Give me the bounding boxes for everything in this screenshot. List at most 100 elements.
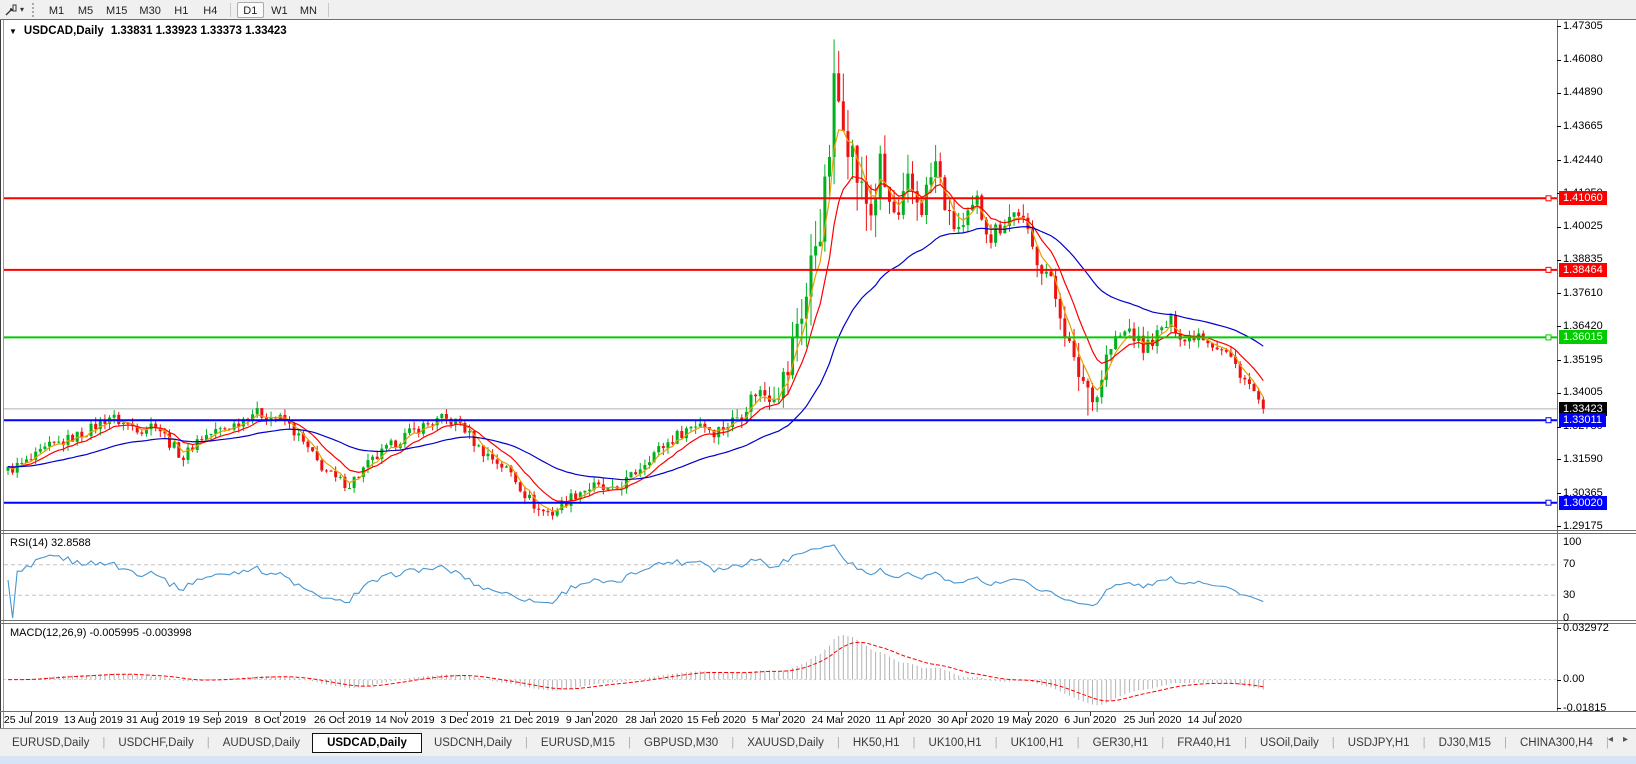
- panel-divider[interactable]: [0, 620, 1636, 621]
- date-axis-label: 25 Jul 2019: [3, 714, 59, 726]
- candle-body: [1031, 228, 1035, 247]
- candle-body: [1054, 276, 1058, 299]
- moving-average-medium: [7, 175, 1264, 503]
- price-axis-tick: [1557, 26, 1561, 28]
- chart-tab-uk100-h1[interactable]: UK100,H1: [1010, 736, 1064, 749]
- chart-tab-china300-h4[interactable]: CHINA300,H4: [1519, 736, 1593, 749]
- chart-tab-gbpusd-m30[interactable]: GBPUSD,M30: [644, 736, 719, 749]
- tab-separator: |: [1422, 736, 1426, 749]
- candle-body: [288, 420, 292, 424]
- collapse-chart-icon[interactable]: ▼: [9, 26, 17, 36]
- timeframe-button-mn[interactable]: MN: [299, 4, 317, 17]
- panel-divider[interactable]: [0, 623, 1636, 624]
- candle-body: [121, 422, 125, 425]
- candle-body: [1247, 379, 1251, 384]
- timeframe-buttons: M1 M5 M15 M30 H1 H4 D1 W1 MN: [42, 1, 334, 18]
- timeframe-button-m5[interactable]: M5: [77, 4, 94, 17]
- candle-body: [214, 429, 218, 434]
- chart-tool-button[interactable]: ▾: [0, 3, 28, 17]
- chart-tab-eurusd-m15[interactable]: EURUSD,M15: [540, 736, 616, 749]
- candle-body: [495, 459, 499, 464]
- candle-body: [1086, 380, 1090, 388]
- price-axis-tick: [1557, 160, 1561, 162]
- chart-tab-usdjpy-h1[interactable]: USDJPY,H1: [1347, 736, 1410, 749]
- chart-tab-usdcad-daily[interactable]: USDCAD,Daily: [312, 732, 422, 753]
- date-axis-label: 19 May 2020: [997, 714, 1059, 726]
- price-axis-label: 1.44890: [1563, 86, 1603, 99]
- candle-body: [315, 451, 319, 461]
- candle-body: [431, 424, 435, 426]
- candle-body: [994, 224, 998, 243]
- candle-body: [1220, 349, 1224, 351]
- price-axis-tick: [1557, 226, 1561, 228]
- candle-body: [371, 456, 375, 461]
- candle-body: [1234, 356, 1238, 364]
- panel-divider[interactable]: [0, 533, 1636, 534]
- candle-body: [1067, 337, 1071, 341]
- timeframe-button-m30[interactable]: M30: [139, 4, 161, 17]
- chart-tab-usdchf-daily[interactable]: USDCHF,Daily: [118, 736, 194, 749]
- tab-scroll-left-icon[interactable]: ◂: [1607, 734, 1613, 745]
- candle-body: [500, 463, 504, 468]
- chart-tab-dj30-m15[interactable]: DJ30,M15: [1438, 736, 1491, 749]
- price-badge: 1.38464: [1559, 262, 1607, 277]
- line-handle[interactable]: [1545, 195, 1552, 202]
- timeframe-button-h1[interactable]: H1: [174, 4, 189, 17]
- chart-window[interactable]: [0, 20, 1636, 712]
- chart-title: ▼ USDCAD,Daily 1.33831 1.33923 1.33373 1…: [9, 25, 287, 37]
- line-handle[interactable]: [1545, 417, 1552, 424]
- timeframe-button-m1[interactable]: M1: [48, 4, 65, 17]
- date-axis-label: 25 Jun 2020: [1123, 714, 1182, 726]
- date-axis-tick: [1090, 712, 1092, 716]
- candle-body: [52, 441, 56, 443]
- price-axis-tick: [1557, 126, 1561, 128]
- chart-tab-audusd-daily[interactable]: AUDUSD,Daily: [222, 736, 301, 749]
- chart-tab-ger30-h1[interactable]: GER30,H1: [1092, 736, 1149, 749]
- candle-body: [1215, 347, 1219, 350]
- candle-body: [1211, 343, 1215, 348]
- line-handle[interactable]: [1545, 334, 1552, 341]
- date-axis-label: 31 Aug 2019: [126, 714, 186, 726]
- chart-tab-usdcnh-daily[interactable]: USDCNH,Daily: [433, 736, 512, 749]
- chart-tab-fra40-h1[interactable]: FRA40,H1: [1177, 736, 1231, 749]
- chart-tab-uk100-h1[interactable]: UK100,H1: [928, 736, 982, 749]
- candle-body: [297, 433, 301, 436]
- timeframe-button-d1[interactable]: D1: [236, 1, 264, 18]
- candle-body: [158, 428, 162, 432]
- chart-tab-xauusd-daily[interactable]: XAUUSD,Daily: [747, 736, 824, 749]
- price-axis-tick: [1557, 493, 1561, 495]
- candle-body: [435, 418, 439, 426]
- candle-body: [647, 462, 651, 466]
- price-axis-tick: [1557, 326, 1561, 328]
- candle-body: [15, 462, 19, 473]
- tab-scroll-right-icon[interactable]: ▸: [1622, 734, 1628, 745]
- chart-tab-hk50-h1[interactable]: HK50,H1: [852, 736, 900, 749]
- timeframe-button-w1[interactable]: W1: [271, 4, 288, 17]
- candle-body: [338, 476, 342, 478]
- candle-body: [698, 423, 702, 427]
- chart-tab-usoil-daily[interactable]: USOil,Daily: [1259, 736, 1319, 749]
- candle-body: [1243, 377, 1247, 380]
- timeframe-button-h4[interactable]: H4: [203, 4, 218, 17]
- candle-body: [989, 234, 993, 243]
- toolbar-grip[interactable]: [32, 2, 36, 17]
- panel-divider[interactable]: [0, 530, 1636, 531]
- candle-body: [541, 509, 545, 512]
- rsi-line: [7, 544, 1264, 619]
- line-handle[interactable]: [1545, 499, 1552, 506]
- candle-body: [98, 420, 102, 430]
- candle-body: [855, 145, 859, 183]
- timeframe-button-m15[interactable]: M15: [106, 4, 128, 17]
- candle-body: [251, 414, 255, 421]
- tab-separator: |: [1331, 736, 1335, 749]
- candle-body: [1169, 314, 1173, 327]
- chevron-down-icon[interactable]: ▾: [20, 5, 25, 14]
- line-handle[interactable]: [1545, 266, 1552, 273]
- chart-tab-eurusd-daily[interactable]: EURUSD,Daily: [12, 736, 90, 749]
- candle-body: [901, 191, 905, 215]
- candle-body: [1164, 326, 1168, 328]
- candle-body: [791, 338, 795, 376]
- candle-body: [684, 428, 688, 439]
- candle-body: [223, 428, 227, 430]
